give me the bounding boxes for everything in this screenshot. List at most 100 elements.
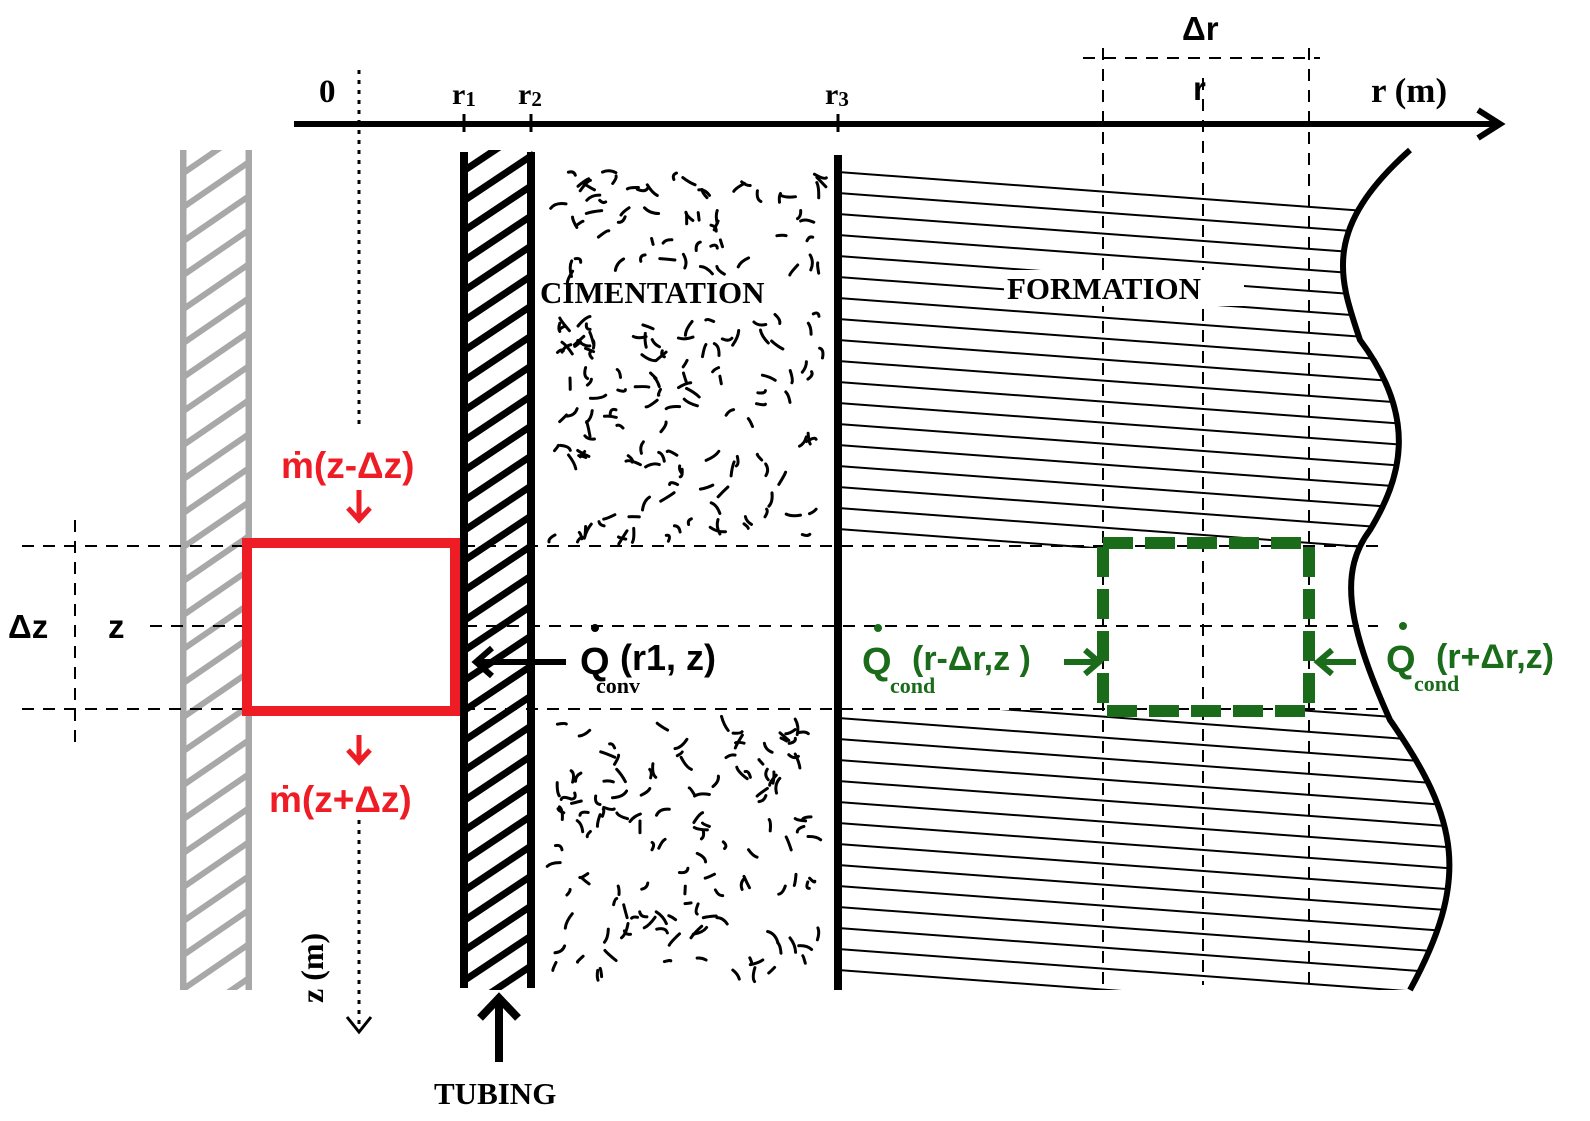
cement-grain bbox=[774, 776, 782, 795]
cement-grain bbox=[558, 413, 568, 424]
tubing-hatch-line bbox=[460, 451, 534, 505]
cement-grain bbox=[644, 398, 659, 409]
cement-grain bbox=[805, 880, 811, 890]
cement-grain bbox=[715, 265, 726, 276]
cement-grain bbox=[755, 189, 763, 203]
cement-grain bbox=[581, 181, 596, 192]
cement-grain bbox=[709, 223, 718, 233]
wellbore-wall bbox=[180, 150, 252, 990]
cement-grain bbox=[805, 235, 815, 243]
cement-grain bbox=[575, 954, 585, 964]
cement-grain bbox=[801, 815, 813, 821]
cement-grain bbox=[681, 176, 697, 187]
cement-grain bbox=[576, 177, 591, 188]
cement-grain bbox=[764, 462, 770, 478]
cement-grain bbox=[558, 316, 571, 333]
tubing-hatch-line bbox=[460, 901, 534, 955]
tubing-hatch-line bbox=[460, 361, 534, 415]
cement-grain bbox=[655, 721, 670, 732]
cement-grain bbox=[743, 769, 752, 779]
cement-grain bbox=[682, 397, 699, 408]
cement-grain bbox=[713, 888, 725, 898]
r-axis-title: r (m) bbox=[1371, 71, 1447, 110]
cement-grain bbox=[654, 910, 668, 926]
casing-hatch-line bbox=[180, 735, 252, 789]
cement-grain bbox=[595, 968, 600, 982]
cement-grain bbox=[698, 265, 714, 276]
r3-label: r3 bbox=[825, 78, 849, 111]
cement-grain bbox=[567, 453, 578, 471]
cement-grain bbox=[668, 481, 680, 487]
cement-grain bbox=[557, 321, 562, 333]
cement-grain bbox=[630, 526, 636, 544]
casing-hatch-line bbox=[180, 939, 252, 990]
cement-grain bbox=[734, 740, 746, 745]
cement-grain bbox=[650, 338, 661, 349]
tubing-hatch-line bbox=[460, 871, 534, 925]
cement-grain bbox=[667, 932, 681, 947]
cement-grain bbox=[770, 339, 785, 351]
cement-grain bbox=[777, 884, 787, 896]
cement-grain bbox=[580, 876, 591, 886]
formation-hatch-line bbox=[838, 801, 1450, 849]
cement-grain bbox=[778, 193, 797, 199]
cement-grain bbox=[762, 741, 774, 754]
cement-grain bbox=[640, 353, 658, 363]
tubing-hatch-line bbox=[460, 931, 534, 985]
cement-grain bbox=[613, 753, 621, 766]
cement-grain bbox=[678, 467, 684, 479]
cement-grain bbox=[701, 343, 708, 359]
cement-grain bbox=[659, 491, 676, 503]
formation-hatch-line bbox=[838, 402, 1450, 450]
tubing-hatch-line bbox=[460, 571, 534, 625]
cement-grain bbox=[778, 731, 791, 742]
cement-grain bbox=[801, 954, 807, 965]
cement-grain bbox=[657, 450, 666, 463]
fluid-control-volume bbox=[242, 538, 460, 716]
tubing-hatch-line bbox=[460, 151, 534, 205]
cement-grain bbox=[796, 730, 810, 736]
cement-grain bbox=[569, 791, 577, 801]
tubing-hatch-line bbox=[460, 301, 534, 355]
cement-grain bbox=[675, 750, 684, 758]
casing-hatch-line bbox=[180, 225, 252, 279]
cement-grain bbox=[709, 243, 719, 250]
conduction-arrows bbox=[1064, 647, 1356, 677]
r1-label: r1 bbox=[452, 78, 476, 111]
cement-grain bbox=[633, 385, 651, 389]
cement-grain bbox=[600, 807, 606, 818]
cement-grain bbox=[757, 758, 765, 766]
cement-grain bbox=[697, 188, 711, 197]
cement-grain bbox=[558, 324, 567, 331]
tubing-hatch-line bbox=[460, 691, 534, 745]
cement-grain bbox=[724, 753, 737, 760]
cement-grain bbox=[694, 240, 702, 252]
cement-grain bbox=[815, 175, 828, 189]
cement-grain bbox=[806, 834, 823, 842]
cement-grain bbox=[648, 767, 653, 780]
cement-grain bbox=[716, 485, 730, 499]
cement-grain bbox=[626, 454, 634, 464]
cement-grain bbox=[655, 927, 669, 935]
cement-grain bbox=[568, 259, 574, 278]
cement-grain bbox=[597, 520, 606, 528]
cement-grain bbox=[611, 789, 629, 800]
formation-hatch-line bbox=[838, 360, 1450, 408]
cement-grain bbox=[696, 211, 701, 222]
cement-grain bbox=[650, 237, 655, 246]
svg-text:Q: Q bbox=[1386, 639, 1416, 681]
cement-grain bbox=[585, 377, 593, 387]
cementation-texture bbox=[545, 169, 828, 984]
cement-grain bbox=[718, 374, 723, 386]
cement-grain bbox=[773, 313, 782, 325]
cement-grain bbox=[643, 206, 661, 215]
formation-hatch-line bbox=[838, 822, 1450, 870]
cement-grain bbox=[556, 807, 566, 815]
cement-grain bbox=[755, 452, 764, 462]
cement-grain bbox=[641, 323, 655, 331]
tubing-hatch-line bbox=[488, 961, 534, 990]
formation-hatch-line bbox=[838, 486, 1450, 534]
cement-grain bbox=[576, 315, 592, 328]
cement-grain bbox=[798, 435, 808, 448]
